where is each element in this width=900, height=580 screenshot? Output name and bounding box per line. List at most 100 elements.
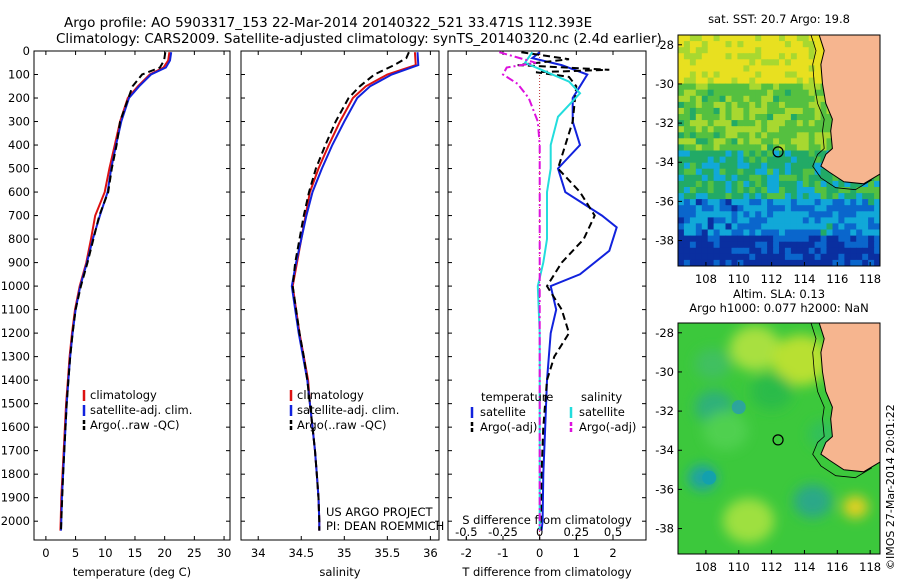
y-tick-label: 1700 (1, 444, 30, 458)
sst-cell (761, 235, 768, 243)
sst-cell (719, 126, 727, 133)
sst-cell (749, 114, 756, 121)
sst-cell (755, 193, 762, 200)
sst-cell (707, 193, 715, 200)
sst-cell (796, 53, 804, 60)
sst-cell (874, 217, 880, 225)
sst-cell (755, 217, 762, 225)
sst-cell (749, 199, 756, 206)
sst-cell (737, 229, 744, 237)
sst-cell (820, 150, 828, 158)
sst-cell (713, 241, 721, 249)
sst-cell (802, 259, 810, 266)
series-group (59, 52, 173, 531)
sst-cell (808, 59, 816, 66)
sst-cell (779, 35, 786, 42)
isobath-line (810, 323, 873, 479)
sst-cell (761, 229, 768, 237)
y-tick-label: -34 (655, 155, 674, 169)
sst-cell (862, 199, 869, 206)
sst-cell (773, 205, 780, 212)
sst-cell (796, 180, 804, 188)
y-tick-label: -28 (655, 38, 674, 52)
sst-cell (802, 241, 810, 249)
sst-cell (767, 47, 774, 54)
sst-cell (695, 47, 703, 54)
sst-cell (850, 193, 857, 200)
series-line-satellite (530, 51, 618, 531)
sst-cell (719, 35, 727, 42)
sst-cell (731, 211, 738, 218)
sst-cell (737, 223, 744, 231)
sst-cell (719, 95, 727, 103)
sst-cell (707, 156, 715, 164)
sst-cell (725, 259, 732, 266)
sst-cell (761, 253, 768, 261)
sst-cell (689, 150, 697, 158)
sst-cell (683, 120, 691, 127)
sst-cell (808, 229, 816, 237)
sst-cell (862, 205, 869, 212)
sst-cell (695, 95, 703, 103)
sst-cell (695, 101, 703, 109)
sst-cell (737, 71, 744, 79)
sst-cell (820, 174, 828, 182)
sst-cell (701, 41, 709, 48)
sst-cell (678, 71, 685, 79)
sst-cell (707, 59, 715, 66)
sst-cell (731, 199, 738, 206)
sst-cell (779, 107, 786, 115)
sst-cell (695, 53, 703, 60)
sst-cell (862, 180, 869, 188)
sst-cell (719, 65, 727, 73)
sst-cell (838, 247, 845, 255)
sst-cell (737, 259, 744, 266)
sst-cell (784, 89, 792, 97)
sst-cell (874, 235, 880, 243)
sst-cell (773, 187, 780, 194)
sst-cell (767, 187, 774, 194)
x-tick-label: 108 (695, 272, 717, 286)
y-tick-label: 100 (8, 68, 30, 82)
sst-cell (731, 156, 738, 164)
sst-cell (725, 174, 732, 182)
sst-cell (689, 180, 697, 188)
sst-cell (790, 211, 798, 218)
x-tick-label: 34.5 (288, 546, 314, 560)
sst-cell (731, 174, 738, 182)
sst-cell (695, 156, 703, 164)
sst-cell (707, 235, 715, 243)
sla-blob (703, 411, 749, 451)
sst-cell (784, 47, 792, 54)
sst-cell (856, 223, 863, 231)
sst-cell (695, 65, 703, 73)
sst-cell (689, 65, 697, 73)
sst-cell (790, 253, 798, 261)
sst-cell (689, 223, 697, 231)
sst-cell (749, 59, 756, 66)
sst-cell (719, 83, 727, 91)
sst-cell (713, 180, 721, 188)
sst-cell (719, 193, 727, 200)
sst-cell (749, 107, 756, 115)
sst-cell (820, 253, 828, 261)
sst-cell (796, 156, 804, 164)
sst-cell (713, 156, 721, 164)
salinity-profile-panel: 34 34.5 35 35.5 36 salinity climatologysatelli… (240, 50, 444, 579)
sst-cell (784, 217, 792, 225)
sst-cell (773, 150, 780, 158)
x-tick-label: -2 (461, 546, 472, 560)
sst-cell (701, 59, 709, 66)
sst-cell (719, 89, 727, 97)
series-line-argo---raw--qc- (60, 52, 167, 531)
sst-cell (749, 150, 756, 158)
x-tick-label: 118 (859, 272, 881, 286)
sst-cell (844, 259, 851, 266)
sst-cell (874, 229, 880, 237)
sst-cell (713, 53, 721, 60)
sst-cell (767, 193, 774, 200)
sst-cell (725, 223, 732, 231)
sst-cell (790, 71, 798, 79)
sst-cell (701, 35, 709, 42)
